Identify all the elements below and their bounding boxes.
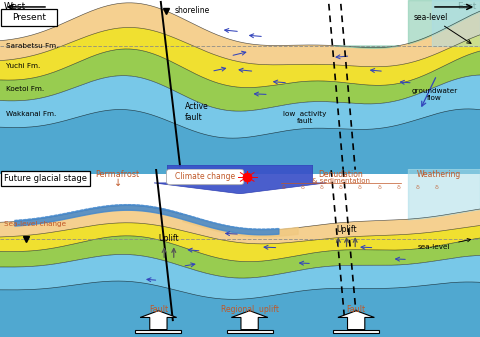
Text: low  activity
fault: low activity fault <box>283 111 326 124</box>
Text: West: West <box>4 2 26 11</box>
Text: Present: Present <box>12 13 46 22</box>
Text: Sea-level change: Sea-level change <box>4 221 66 227</box>
Polygon shape <box>333 330 379 333</box>
Text: Active
fault: Active fault <box>185 102 208 122</box>
Text: Fault: Fault <box>347 305 366 314</box>
Text: δ: δ <box>281 185 285 189</box>
Polygon shape <box>0 223 480 262</box>
Polygon shape <box>231 311 268 330</box>
Text: Permafrost: Permafrost <box>96 170 140 179</box>
Text: δ: δ <box>300 185 304 189</box>
Polygon shape <box>0 3 480 67</box>
Text: Fault: Fault <box>149 305 168 314</box>
Text: Yuchi Fm.: Yuchi Fm. <box>6 63 40 69</box>
Text: groundwater
flow: groundwater flow <box>411 88 457 101</box>
Polygon shape <box>154 165 326 194</box>
Text: sea-level: sea-level <box>418 244 450 250</box>
Text: ↓: ↓ <box>114 178 121 188</box>
Text: δ: δ <box>377 185 381 189</box>
Text: Wakkanai Fm.: Wakkanai Fm. <box>6 111 56 117</box>
Polygon shape <box>0 254 480 299</box>
Text: sea-level: sea-level <box>414 13 471 43</box>
Polygon shape <box>227 330 273 333</box>
Text: East: East <box>457 2 476 11</box>
Text: δ: δ <box>416 185 420 189</box>
FancyBboxPatch shape <box>1 9 57 26</box>
Polygon shape <box>0 49 480 111</box>
Polygon shape <box>140 311 177 330</box>
Text: δ: δ <box>435 185 439 189</box>
Text: Koetoi Fm.: Koetoi Fm. <box>6 86 44 92</box>
Text: Weathering: Weathering <box>417 170 461 179</box>
Polygon shape <box>135 330 181 333</box>
Polygon shape <box>0 206 480 244</box>
Text: Uplift: Uplift <box>336 225 357 234</box>
Text: & sedimentation: & sedimentation <box>312 178 370 184</box>
Text: Denudation: Denudation <box>318 170 363 179</box>
Text: δ: δ <box>396 185 400 189</box>
Text: δ: δ <box>339 185 343 189</box>
Polygon shape <box>0 75 480 138</box>
Text: Climate change: Climate change <box>175 173 236 181</box>
Text: Future glacial stage: Future glacial stage <box>4 174 87 183</box>
Polygon shape <box>0 28 480 88</box>
Polygon shape <box>338 311 374 330</box>
Text: shoreline: shoreline <box>174 6 210 15</box>
Text: δ: δ <box>358 185 362 189</box>
FancyBboxPatch shape <box>167 169 244 185</box>
Polygon shape <box>0 236 480 278</box>
Text: Regional  uplift: Regional uplift <box>221 305 278 314</box>
Text: δ: δ <box>320 185 324 189</box>
Text: Sarabetsu Fm.: Sarabetsu Fm. <box>6 43 58 49</box>
FancyBboxPatch shape <box>1 171 90 186</box>
Text: Uplift: Uplift <box>159 234 179 243</box>
